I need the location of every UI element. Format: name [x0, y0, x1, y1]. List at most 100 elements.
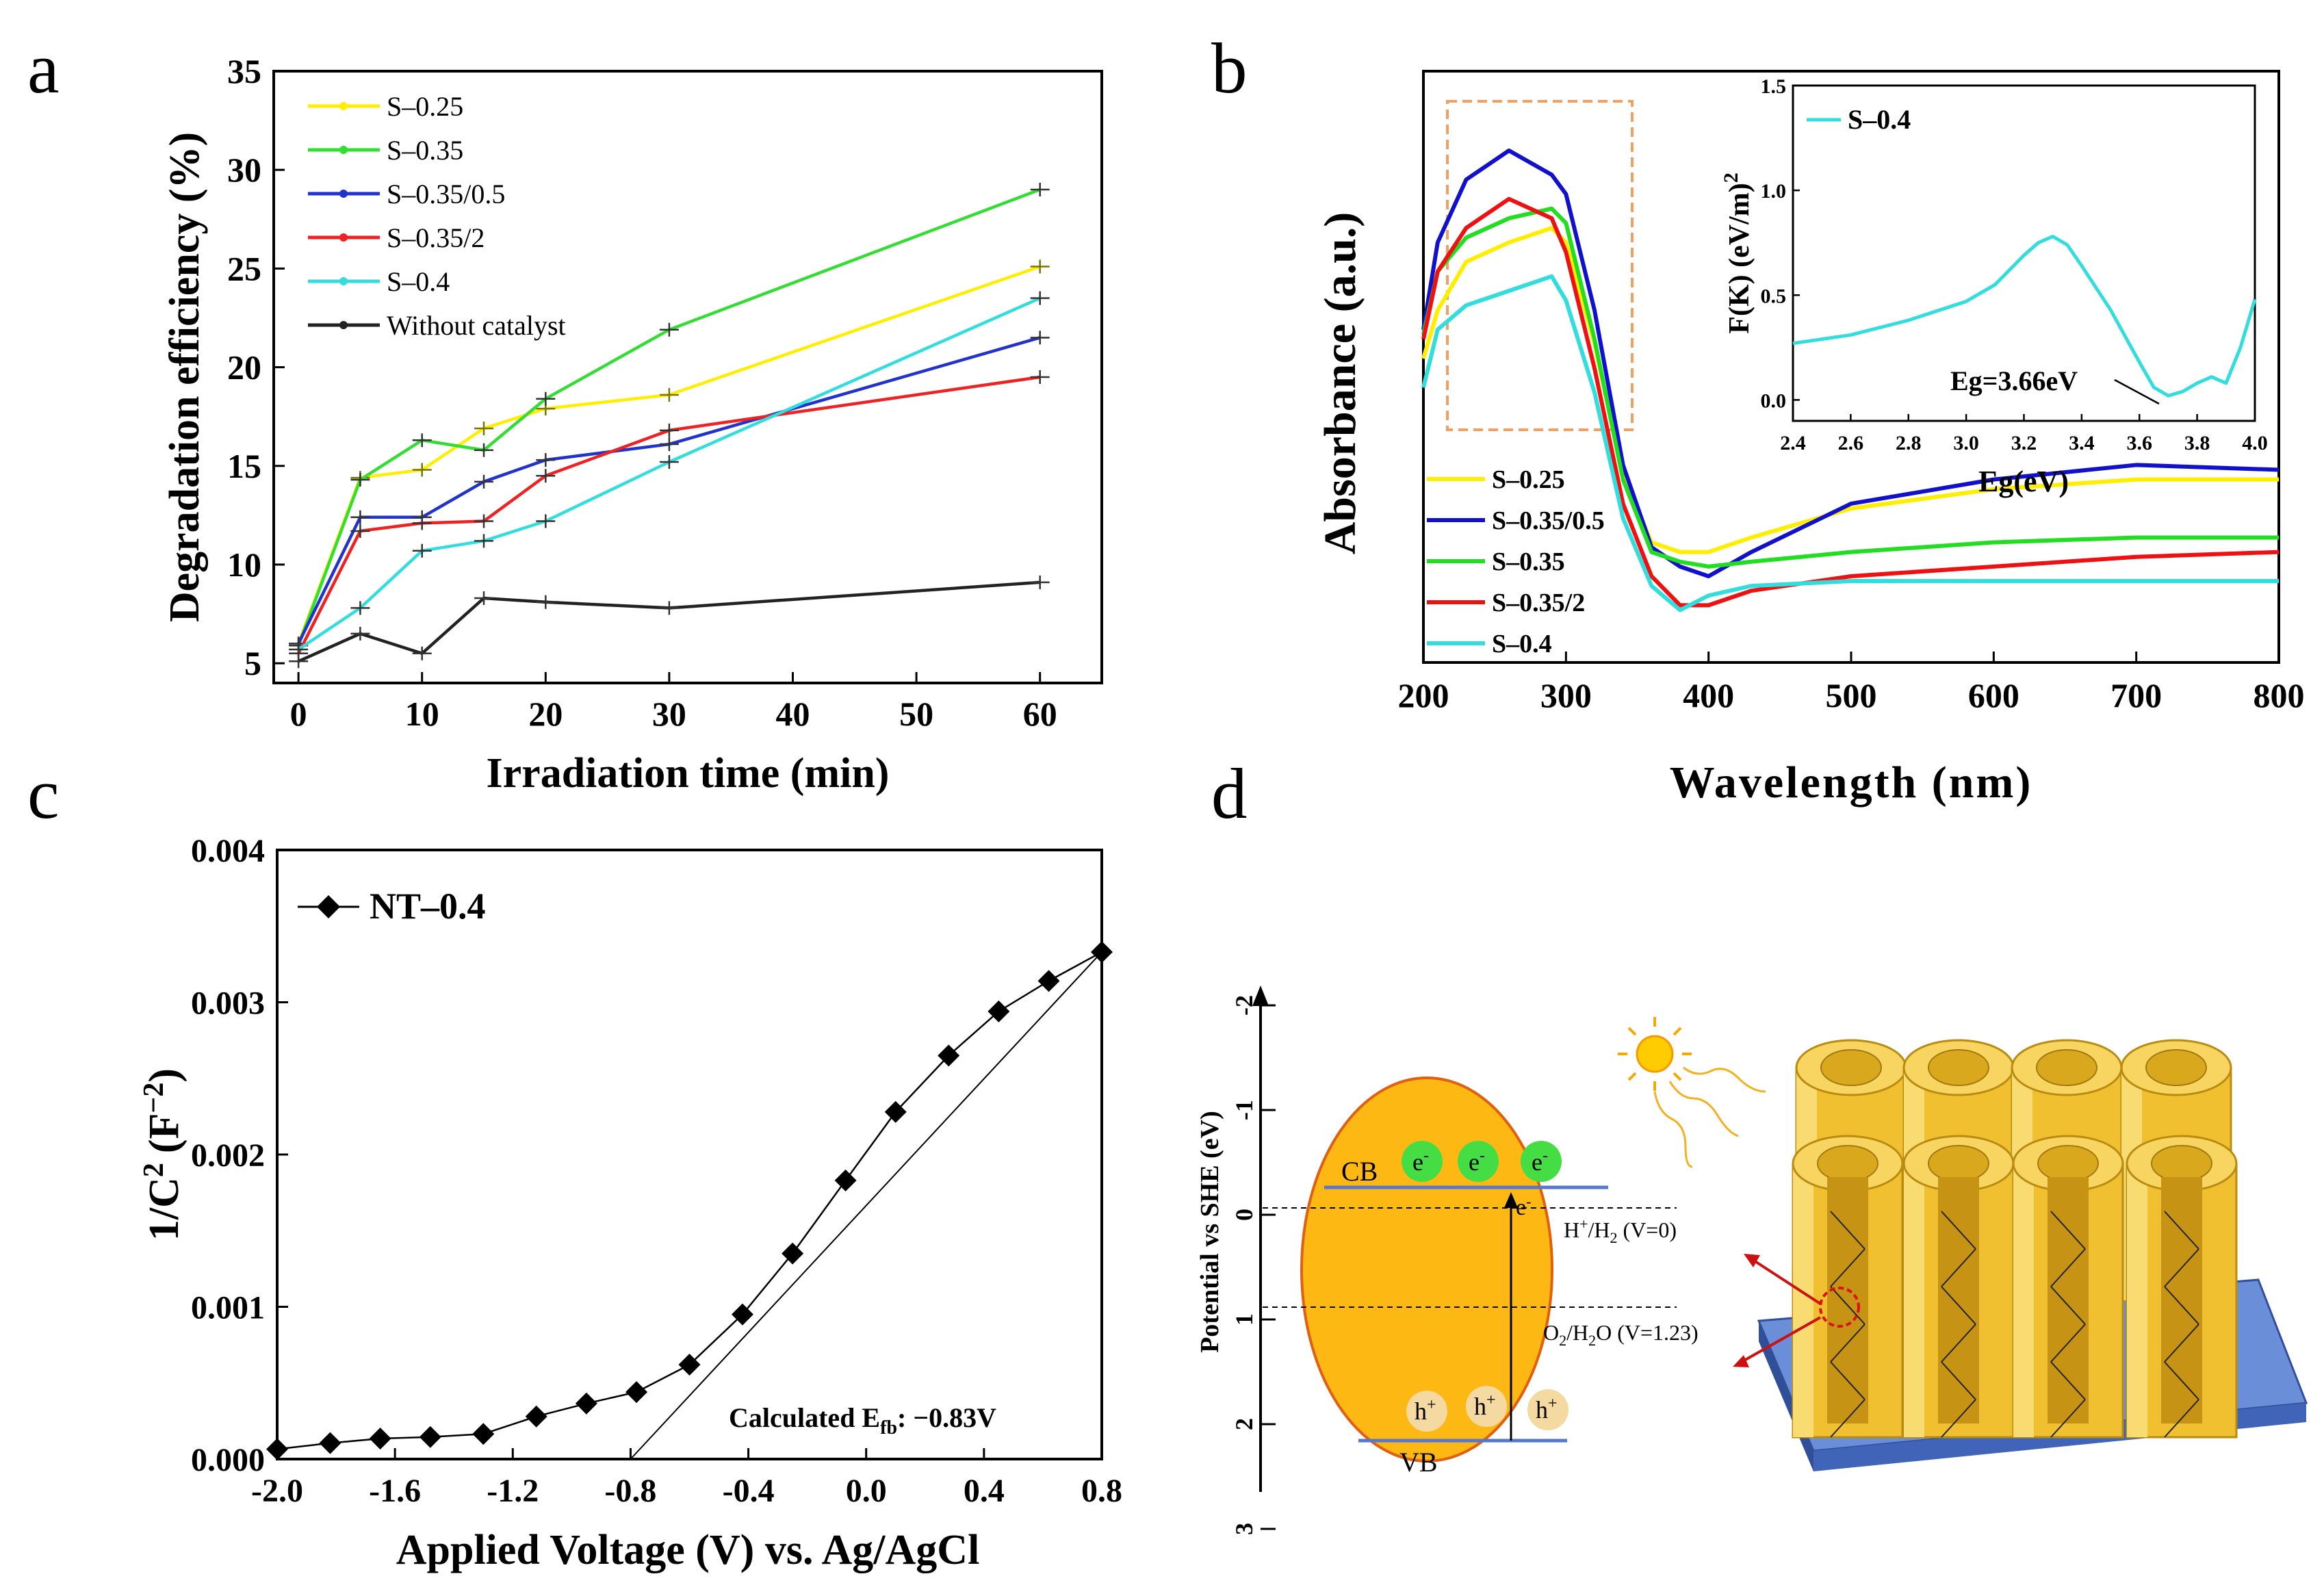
tube-ray-b-1-2 [1941, 1399, 1976, 1438]
inset-legend-label: S–0.4 [1848, 104, 1911, 135]
electron-text-3: e- [1532, 1147, 1548, 1176]
a-xtick-label-3: 30 [652, 695, 686, 733]
ex-e-main: e [1516, 1195, 1526, 1220]
c-ylabel-close: ) [141, 1068, 188, 1083]
b-xtick-label-6: 800 [2254, 676, 2305, 714]
hl-sup: + [1579, 1215, 1588, 1233]
h-main-1: h [1415, 1397, 1427, 1425]
pointer-arrow-up [1751, 1258, 1822, 1305]
annotation-prefix: Calculated E [729, 1402, 880, 1433]
a-ytick-label-4: 25 [227, 249, 261, 287]
tube-ray-a-2-1 [2050, 1286, 2086, 1325]
e-sup-2: - [1480, 1147, 1485, 1165]
c-xtick-label-6: 0.4 [964, 1473, 1005, 1509]
b-xtick-label-0: 200 [1398, 676, 1449, 714]
tube-ray-b-3-1 [2164, 1324, 2199, 1363]
tube-pore-0-2 [2036, 1049, 2097, 1086]
electron-text-1: e- [1412, 1147, 1429, 1176]
ol-sub1: 2 [1559, 1332, 1566, 1349]
ol-mid: /H [1566, 1320, 1588, 1345]
tube-ray-a-0-1 [1830, 1286, 1865, 1325]
e-main-1: e [1412, 1148, 1423, 1176]
tube-highlight-1-1 [1904, 1163, 1924, 1437]
tube-highlight-1-2 [2013, 1163, 2034, 1437]
panel-b-legend: S–0.25 S–0.35/0.5 S–0.35 S–0.35/2 S–0.4 [1427, 465, 1605, 658]
c-point-8 [678, 1354, 701, 1376]
a-ytick-label-0: 5 [244, 644, 261, 682]
pointer-arrowhead-up [1744, 1254, 1760, 1267]
panel-c-legend: NT–0.4 [298, 886, 486, 927]
inset-xlabel: Eg(eV) [1978, 465, 2069, 498]
electron-circle-2 [1458, 1141, 1499, 1182]
a-xtick-label-5: 50 [899, 695, 933, 733]
b-legend-label-0: S–0.25 [1492, 465, 1565, 494]
c-ylabel-unit: (F [141, 1113, 188, 1154]
h-main-2: h [1474, 1393, 1486, 1420]
ex-e-sup: - [1526, 1193, 1531, 1210]
c-ylabel-unit-sup: −2 [138, 1083, 170, 1113]
panel-label-a: a [27, 28, 60, 108]
a-legend-label-2: S–0.35/0.5 [387, 179, 505, 209]
hole-circle-1 [1406, 1391, 1447, 1432]
hole-text-2: h+ [1474, 1391, 1496, 1420]
e-sup-1: - [1423, 1147, 1429, 1165]
inset-xtick-label-1: 2.6 [1838, 432, 1864, 454]
a-legend-label-4: S–0.4 [387, 266, 450, 297]
inset-ytick-label-0: 0.0 [1761, 389, 1787, 412]
c-xtick-label-1: -1.6 [369, 1473, 421, 1509]
inset-ytick-label-3: 1.5 [1761, 75, 1787, 98]
inset-ytick-label-1: 0.5 [1761, 285, 1787, 307]
highlight-box [1446, 100, 1634, 431]
c-point-15 [1037, 970, 1060, 992]
inset-xtick-label-3: 3.0 [1953, 432, 1979, 454]
panel-c-annotation: Calculated Efb: −0.83V [729, 1402, 996, 1439]
sun-icon [1618, 1017, 1766, 1168]
a-ytick-label-1: 10 [227, 545, 261, 584]
c-point-12 [884, 1100, 907, 1123]
h-main-3: h [1536, 1396, 1548, 1423]
a-xtick-label-1: 10 [405, 695, 439, 733]
a-legend-marker-4 [339, 277, 348, 285]
tube-ray-a-1-1 [1941, 1286, 1976, 1325]
a-xtick-label-6: 60 [1023, 695, 1057, 733]
panel-label-b: b [1211, 28, 1248, 108]
c-xtick-label-3: -0.8 [604, 1473, 656, 1509]
excitation-electron: e- [1516, 1193, 1531, 1220]
panel-c-series [266, 941, 1113, 1460]
panel-a-ticks: 0 10 20 30 40 50 60 5 10 15 20 25 30 35 [227, 52, 1057, 733]
a-legend-marker-2 [339, 190, 348, 198]
ol-sub2: 2 [1588, 1332, 1596, 1349]
electron-3: e- [1521, 1141, 1562, 1182]
hl-main: H [1564, 1217, 1579, 1242]
inset-xtick-label-4: 3.2 [2011, 432, 2037, 454]
panel-c-ticks: -2.0 -1.6 -1.2 -0.8 -0.4 0.0 0.4 0.8 0.000 0.001 0… [191, 833, 1122, 1509]
c-point-14 [987, 1000, 1010, 1022]
tube-highlight-1-0 [1793, 1163, 1813, 1437]
panel-b-xlabel: Wavelength (nm) [1670, 758, 2033, 808]
inset-ylabel-sup: 2 [1720, 172, 1742, 183]
hl-end: (V=0) [1618, 1217, 1677, 1242]
inset-xtick-label-6: 3.6 [2127, 432, 2153, 454]
tube-ray-a-3-0 [2164, 1211, 2199, 1250]
tube-channel-1-2 [2048, 1177, 2089, 1423]
a-series-line-4 [297, 296, 1041, 651]
inset-series-line-0 [1792, 235, 2257, 398]
a-legend-label-5: Without catalyst [387, 310, 566, 341]
tube-ray-a-2-0 [2050, 1211, 2086, 1250]
inset-xtick-label-7: 3.8 [2184, 432, 2210, 454]
a-ytick-label-2: 15 [227, 447, 261, 485]
tube-ray-b-2-1 [2050, 1324, 2086, 1363]
a-series-line-5 [298, 580, 1040, 663]
d-tick-label-2: 0 [1230, 1209, 1258, 1221]
b-series-line-4 [1421, 274, 2279, 613]
light-wave-3 [1653, 1091, 1693, 1168]
inset-xtick-label-8: 4.0 [2242, 432, 2268, 454]
c-point-9 [731, 1303, 753, 1326]
hole-1: h+ [1406, 1391, 1447, 1432]
b-xtick-label-3: 500 [1826, 676, 1877, 714]
panel-b: b 200 300 400 500 600 700 800 S–0.25 S–0.35/0.5… [1211, 28, 2305, 808]
a-legend-label-1: S–0.35 [387, 135, 463, 166]
a-legend-marker-3 [339, 233, 348, 242]
tube-ray-a-3-1 [2164, 1286, 2199, 1325]
